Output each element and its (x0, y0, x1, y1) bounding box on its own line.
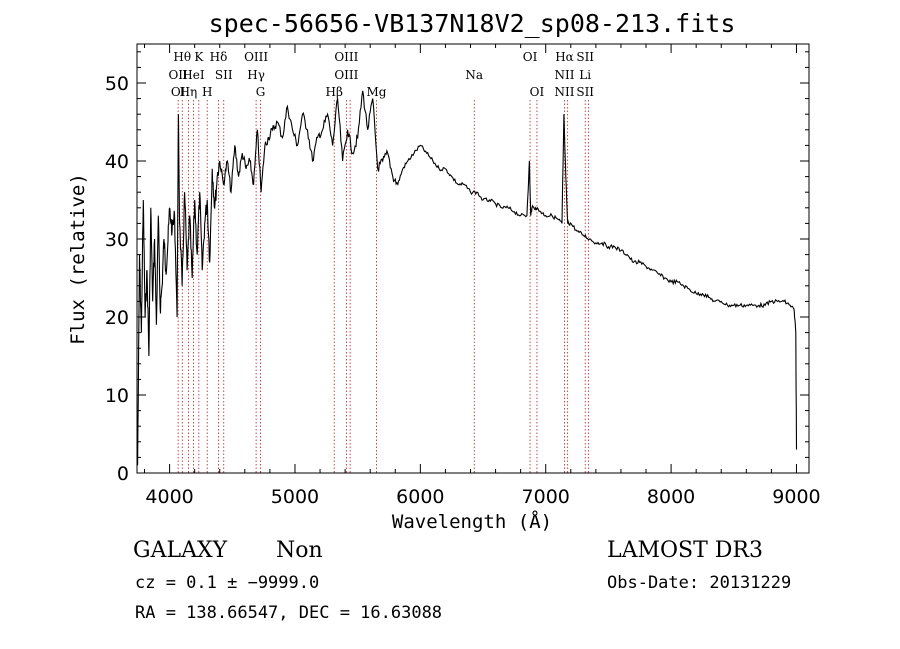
y-axis-label: Flux (relative) (67, 173, 89, 345)
x-tick-label: 6000 (396, 486, 444, 508)
redshift-line: cz = 0.1 ± −9999.0 (135, 573, 320, 593)
y-tick-label: 10 (105, 385, 129, 407)
flux-series-line (137, 90, 798, 466)
x-tick-label: 9000 (772, 486, 820, 508)
spectral-line-label: OIII (334, 50, 358, 64)
axis-ticks: 4000 5000 6000 7000 8000 9000 0 10 20 30 40 50 (105, 44, 821, 508)
y-tick-label: 40 (105, 151, 129, 173)
spectral-line-label: Na (465, 68, 483, 82)
spectral-line-label: Hβ (326, 85, 343, 99)
object-subclass: Non (276, 538, 323, 563)
spectral-line-label: OIII (244, 50, 268, 64)
x-tick-label: 5000 (271, 486, 319, 508)
y-tick-label: 50 (105, 73, 129, 95)
spectral-line-label: OIII (334, 68, 358, 82)
spectral-line-label: OI (523, 50, 538, 64)
spectral-line-markers: OII OI Hθ Hη HeI K H Hδ SII OIII Hγ G Hβ OIII OIII Mg Na… (168, 50, 594, 473)
y-tick-label: 30 (105, 229, 129, 251)
spectral-line-label: SII (576, 85, 594, 99)
spectral-line-label: NII (555, 68, 575, 82)
spectral-line-label: HeI (182, 68, 205, 82)
spectral-line-label: OII (168, 68, 188, 82)
spectral-line-label: Mg (366, 85, 386, 99)
x-axis-label: Wavelength (Å) (392, 510, 552, 533)
spectral-line-label: Hη (180, 85, 198, 99)
spectral-line-label: NII (555, 85, 575, 99)
spectral-line-label: Hγ (247, 68, 265, 82)
x-tick-label: 4000 (145, 486, 193, 508)
x-tick-label: 8000 (647, 486, 695, 508)
spectral-line-label: Hθ (173, 50, 191, 64)
plot-frame (136, 43, 810, 474)
spectral-line-label: SII (576, 50, 594, 64)
spectral-line-label: SII (215, 68, 233, 82)
x-tick-label: 7000 (522, 486, 570, 508)
object-class: GALAXY (133, 538, 228, 563)
y-tick-label: 0 (117, 463, 129, 485)
spectral-line-label: Li (579, 68, 591, 82)
survey-name: LAMOST DR3 (607, 538, 763, 563)
spectral-line-label: K (194, 50, 204, 64)
coordinates: RA = 138.66547, DEC = 16.63088 (135, 603, 443, 623)
spectral-line-label: G (256, 85, 266, 99)
chart-title: spec-56656-VB137N18V2_sp08-213.fits (209, 9, 736, 38)
spectral-line-label: OI (530, 85, 545, 99)
spectral-line-label: OI (171, 85, 186, 99)
spectral-line-label: H (202, 85, 212, 99)
spectral-line-label: Hα (555, 50, 574, 64)
y-tick-label: 20 (105, 307, 129, 329)
spectral-line-label: Hδ (210, 50, 228, 64)
obs-date: Obs-Date: 20131229 (607, 573, 792, 593)
